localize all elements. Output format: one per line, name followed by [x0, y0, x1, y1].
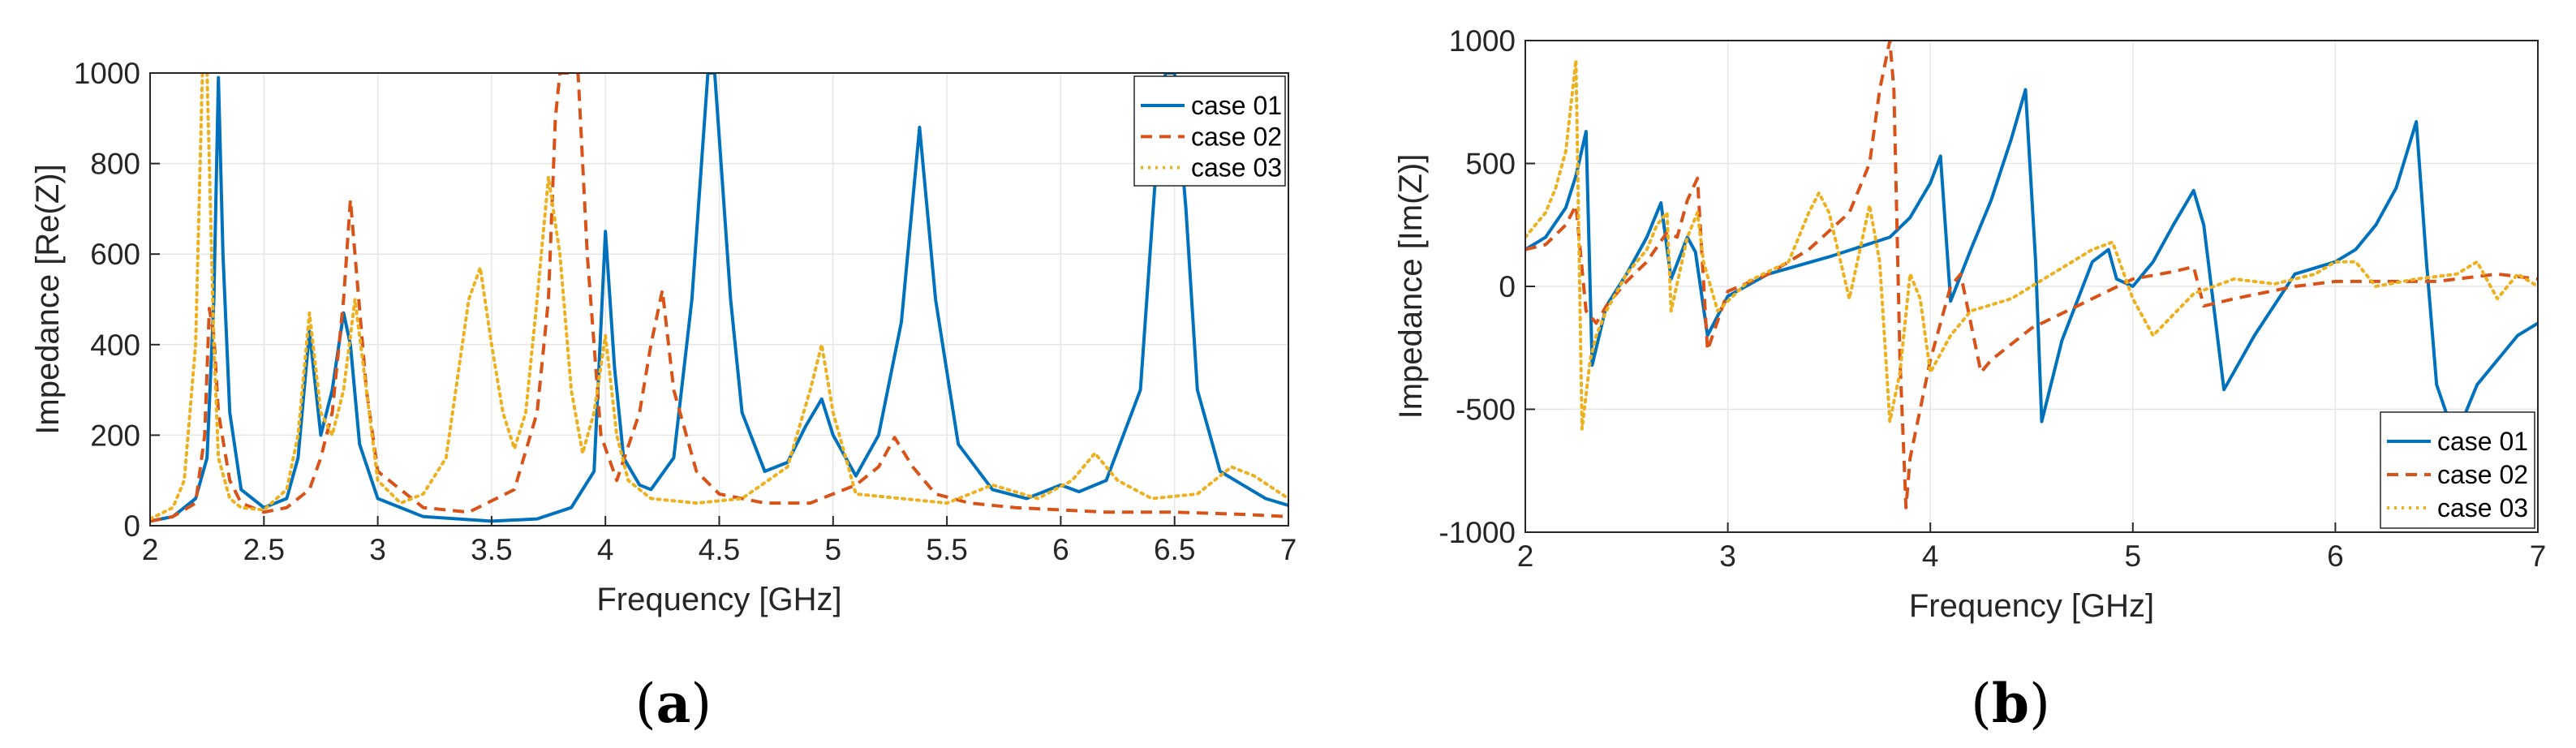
- panel-a-ytick-label: 0: [123, 509, 140, 543]
- panel-b-caption-label: (b): [1971, 672, 2050, 735]
- panel-b-xtick-label: 5: [2125, 540, 2142, 573]
- panel-a-series: [150, 73, 1288, 523]
- panel-a-ytick-label: 600: [90, 238, 140, 271]
- panel-b-ticks: 2 3 4 5 6 7 -1000 -500 0 500 1000: [1439, 24, 2546, 573]
- panel-b-legend-box: [2380, 411, 2535, 529]
- panel-b-caption-open: (: [1971, 673, 1992, 735]
- panel-b-legend-label-case-01: case 01: [2437, 427, 2528, 456]
- panel-b-caption-letter: b: [1992, 672, 2029, 735]
- panel-b-xtick-label: 3: [1719, 540, 1736, 573]
- panel-a-xtick-label: 3: [369, 533, 386, 566]
- panel-a-xtick-label: 7: [1280, 533, 1297, 566]
- panel-a-legend-label-case-01: case 01: [1191, 91, 1282, 120]
- panel-a-chart: 2 2.5 3 3.5 4 4.5 5 5.5 6 6.5 7 0 200 400 600 800 1000 F…: [30, 57, 1297, 735]
- panel-b-y-axis-label: Impedance [Im(Z)]: [1393, 154, 1429, 419]
- panel-b-series-case-03: [1525, 58, 2538, 431]
- panel-a-legend-box: [1133, 75, 1286, 187]
- panel-a-y-axis-label: Impedance [Re(Z)]: [30, 164, 66, 434]
- panel-a-series-case-03: [150, 73, 1288, 521]
- panel-b-legend: case 01 case 02 case 03: [2380, 411, 2535, 529]
- panel-b-xtick-label: 6: [2327, 540, 2344, 573]
- panel-b-caption-close: ): [2029, 673, 2050, 735]
- panel-a-xtick-label: 4.5: [699, 533, 740, 566]
- panel-a-xtick-label: 2: [142, 533, 159, 566]
- panel-a-x-axis-label: Frequency [GHz]: [596, 582, 841, 617]
- panel-b-xtick-label: 2: [1517, 540, 1534, 573]
- panel-b-x-axis-label: Frequency [GHz]: [1909, 588, 2154, 624]
- panel-a-xtick-label: 5: [825, 533, 842, 566]
- panel-b-ytick-label: -500: [1456, 393, 1516, 427]
- panel-b-ytick-label: 1000: [1449, 24, 1516, 58]
- panel-b-legend-label-case-02: case 02: [2437, 460, 2528, 489]
- panel-a-series-case-01: [150, 73, 1288, 523]
- panel-b-xtick-label: 7: [2530, 540, 2547, 573]
- panel-a-xtick-label: 6.5: [1154, 533, 1195, 566]
- panel-b-ytick-label: 0: [1499, 270, 1516, 303]
- panel-b-series-case-02: [1525, 41, 2538, 509]
- panel-a-xtick-label: 2.5: [243, 533, 285, 566]
- panel-a-ytick-label: 200: [90, 419, 140, 452]
- panel-b-ytick-label: -1000: [1439, 516, 1516, 549]
- panel-b-series-case-01: [1525, 88, 2538, 436]
- panel-a-xtick-label: 3.5: [471, 533, 512, 566]
- panel-a-ticks: 2 2.5 3 3.5 4 4.5 5 5.5 6 6.5 7 0 200 400 600 800 1000: [74, 57, 1297, 566]
- panel-a-ytick-label: 1000: [74, 57, 140, 90]
- panel-a-legend-label-case-03: case 03: [1191, 153, 1282, 183]
- panel-a-legend-label-case-02: case 02: [1191, 122, 1282, 151]
- panel-b-legend-label-case-03: case 03: [2437, 493, 2528, 522]
- panel-a-caption-label: (a): [635, 672, 712, 735]
- panel-a-xtick-label: 5.5: [926, 533, 967, 566]
- panel-a-caption-letter: a: [656, 672, 691, 735]
- panel-a-ytick-label: 800: [90, 148, 140, 181]
- panel-a-caption-open: (: [635, 673, 656, 735]
- panel-a-xtick-label: 6: [1052, 533, 1069, 566]
- panel-a-legend: case 01 case 02 case 03: [1133, 75, 1286, 187]
- panel-a-xtick-label: 4: [597, 533, 614, 566]
- panel-b-xtick-label: 4: [1922, 540, 1939, 573]
- panel-b-ytick-label: 500: [1465, 148, 1516, 181]
- panel-a-ytick-label: 400: [90, 329, 140, 362]
- panel-b-series: [1525, 41, 2538, 509]
- panel-a-caption-close: ): [690, 673, 712, 735]
